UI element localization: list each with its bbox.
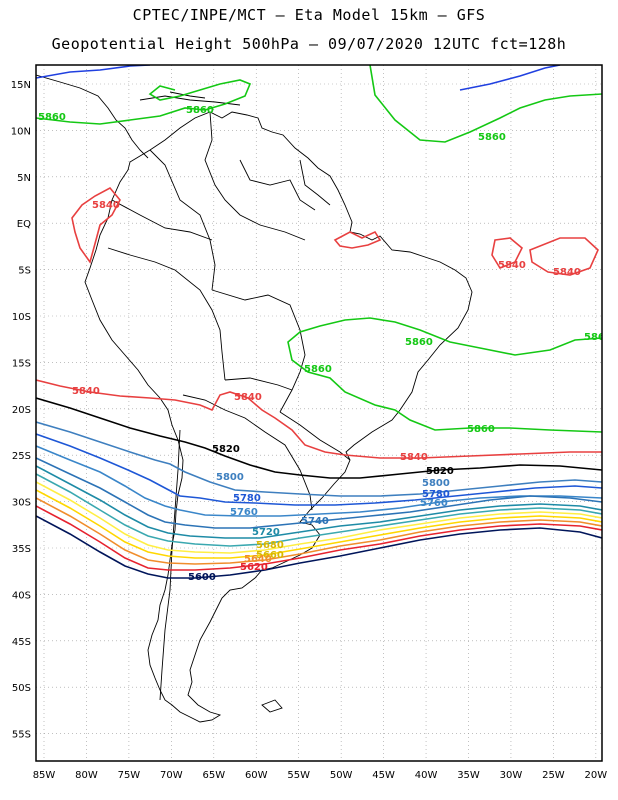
contour-5880 (36, 65, 151, 79)
contour-5840 (71, 186, 121, 264)
longitude-tick-label: 60W (245, 770, 268, 781)
contour-label: 5860 (405, 337, 433, 348)
contour-label: 5840 (498, 260, 526, 271)
coastline (36, 74, 473, 723)
contour-label: 5820 (212, 444, 240, 455)
contour-label: 5840 (92, 200, 120, 211)
longitude-labels: 85W 80W 75W 70W 65W 60W 55W 50W 45W 40W 35W 30W 25W 2… (33, 770, 608, 781)
latitude-labels: 15N 10N 5N EQ 5S 10S 15S 20S 25S 30S 35S 40S 45S 50S 5… (11, 80, 31, 741)
contour-label: 5820 (426, 466, 454, 477)
latitude-tick-label: 10S (12, 312, 31, 323)
contour-5880 (459, 65, 561, 91)
contour-5840 (333, 230, 382, 249)
contour-5740 (36, 457, 602, 529)
longitude-tick-label: 80W (75, 770, 98, 781)
contour-5860 (287, 317, 602, 433)
contour-label: 5640 (244, 554, 272, 565)
contour-5840 (529, 237, 599, 276)
contour-label: 5760 (230, 507, 258, 518)
contour-label: 5740 (301, 516, 329, 527)
contour-5860 (369, 65, 602, 143)
contour-label: 5840 (72, 386, 100, 397)
contour-label: 5860 (467, 424, 495, 435)
contour-label: 5860 (38, 112, 66, 123)
latitude-tick-label: 30S (12, 498, 31, 509)
latitude-tick-label: 20S (12, 405, 31, 416)
contour-lines (36, 65, 602, 579)
latitude-tick-label: 35S (12, 544, 31, 555)
latitude-tick-label: 15S (12, 358, 31, 369)
contour-5660 (36, 489, 602, 559)
latitude-tick-label: 40S (12, 590, 31, 601)
longitude-tick-label: 55W (287, 770, 310, 781)
contour-5840 (491, 237, 523, 269)
contour-label: 5840 (234, 392, 262, 403)
contour-5640 (36, 497, 602, 565)
contour-label: 5620 (240, 562, 268, 573)
latitude-tick-label: EQ (17, 219, 31, 230)
latitude-tick-label: 5N (17, 173, 31, 184)
contour-label: 5780 (422, 489, 450, 500)
contour-5760 (36, 445, 602, 517)
contour-label: 5660 (256, 550, 284, 561)
longitude-tick-label: 45W (372, 770, 395, 781)
contour-label: 5800 (216, 472, 244, 483)
contour-label: 5860 (186, 105, 214, 116)
contour-label: 5860 (478, 132, 506, 143)
graticule (36, 65, 602, 761)
latitude-tick-label: 25S (12, 451, 31, 462)
longitude-tick-label: 65W (202, 770, 225, 781)
contour-labels: 5860 5860 5860 5860 5860 5860 586 5840 5… (38, 105, 605, 583)
contour-5620 (36, 505, 602, 571)
longitude-tick-label: 25W (542, 770, 565, 781)
map-frame (35, 64, 603, 762)
latitude-tick-label: 5S (18, 266, 31, 277)
contour-5800 (36, 421, 602, 497)
longitude-tick-label: 85W (33, 770, 56, 781)
contour-5780 (36, 433, 602, 506)
latitude-tick-label: 15N (11, 80, 31, 91)
contour-5720 (36, 465, 602, 539)
contour-5860 (36, 79, 252, 125)
latitude-tick-label: 55S (12, 730, 31, 741)
contour-label: 5780 (233, 493, 261, 504)
longitude-tick-label: 50W (330, 770, 353, 781)
contour-label: 5800 (422, 478, 450, 489)
longitude-tick-label: 75W (118, 770, 141, 781)
map-title: CPTEC/INPE/MCT – Eta Model 15km – GFS (132, 6, 486, 24)
contour-5840 (36, 379, 602, 459)
contour-label: 586 (584, 332, 605, 343)
longitude-tick-label: 70W (160, 770, 183, 781)
contour-5820 (36, 397, 602, 479)
latitude-tick-label: 45S (12, 637, 31, 648)
latitude-tick-label: 10N (11, 126, 31, 137)
contour-label: 5860 (304, 364, 332, 375)
longitude-tick-label: 30W (500, 770, 523, 781)
contour-label: 5600 (188, 572, 216, 583)
longitude-tick-label: 40W (415, 770, 438, 781)
contour-5700 (36, 473, 602, 547)
contour-5680 (36, 481, 602, 554)
contour-label: 5720 (252, 527, 280, 538)
longitude-tick-label: 35W (457, 770, 480, 781)
contour-label: 5680 (256, 540, 284, 551)
contour-label: 5840 (400, 452, 428, 463)
contour-label: 5840 (553, 267, 581, 278)
latitude-tick-label: 50S (12, 683, 31, 694)
longitude-tick-label: 20W (585, 770, 608, 781)
map-subtitle: Geopotential Height 500hPa – 09/07/2020 … (51, 35, 567, 53)
contour-5600 (36, 515, 602, 579)
contour-label: 5760 (420, 498, 448, 509)
